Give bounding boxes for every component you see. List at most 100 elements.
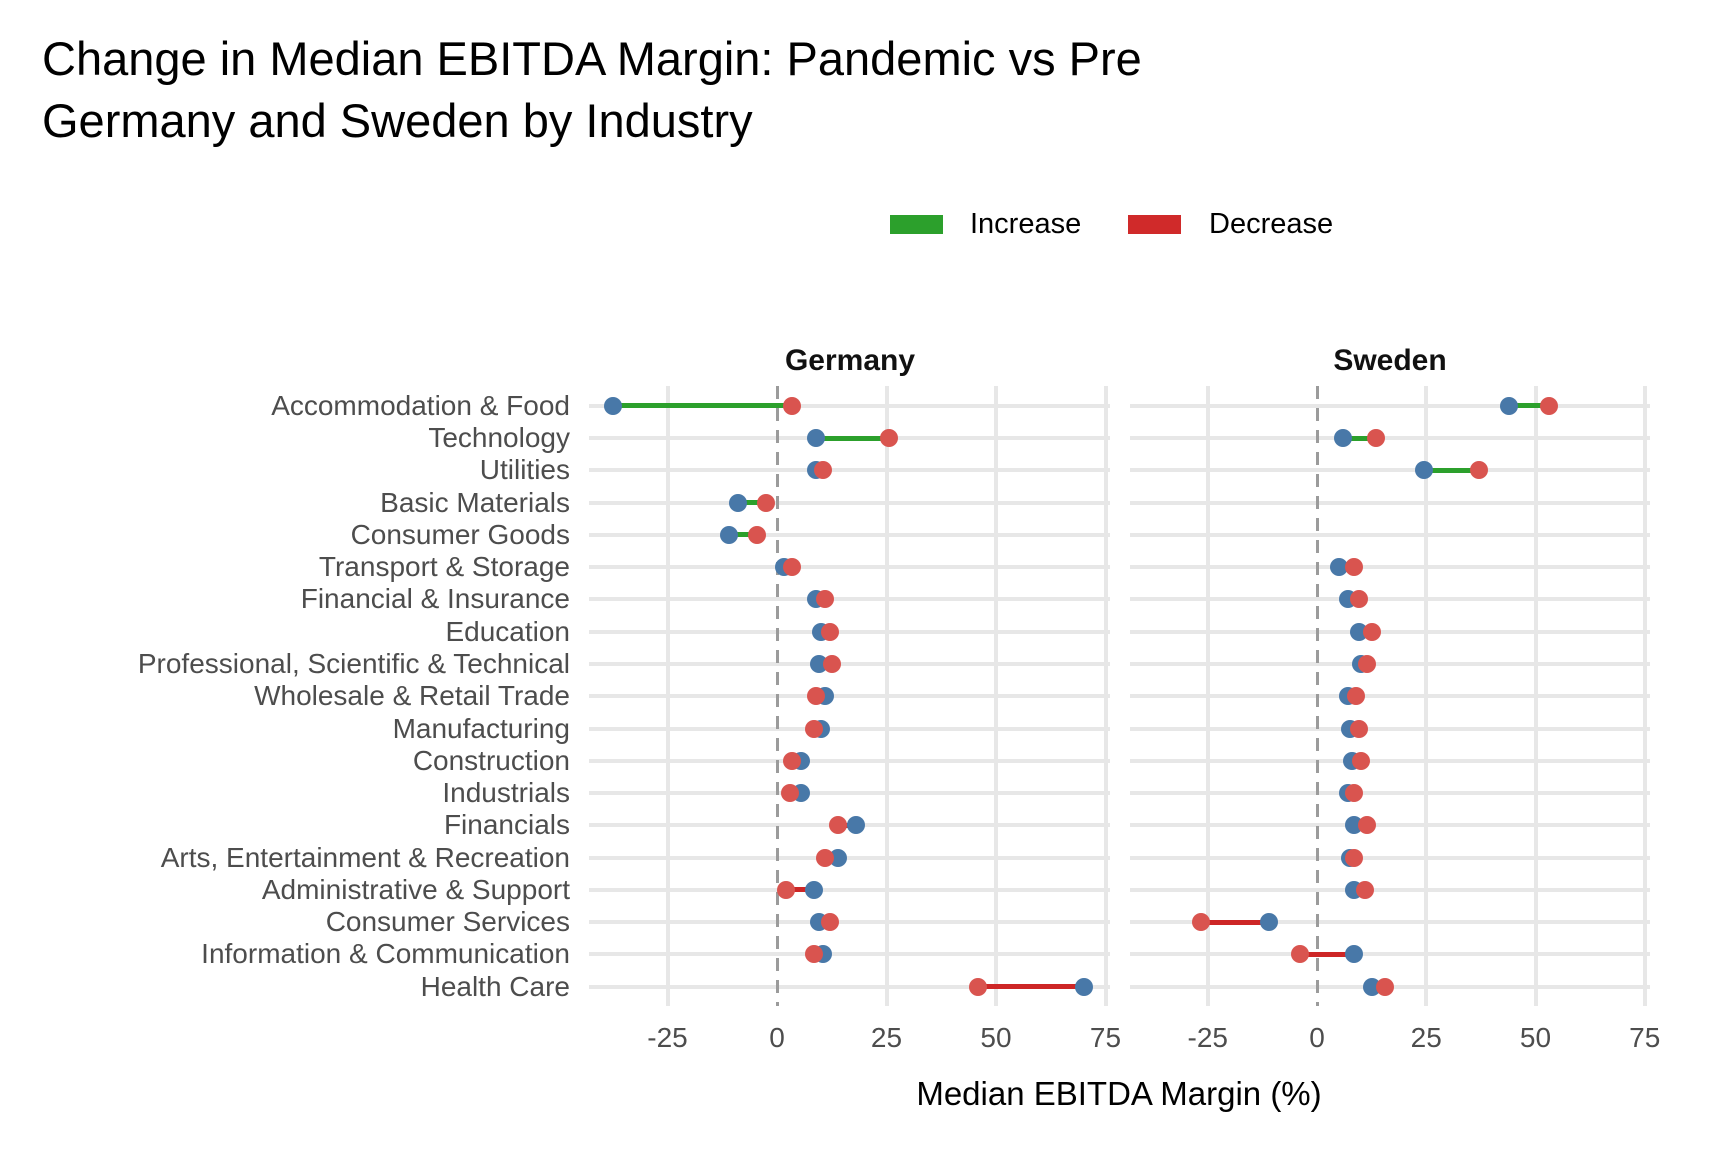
pandemic-dot: [783, 396, 802, 415]
gridline-horizontal: [1130, 758, 1650, 763]
gridline-horizontal: [589, 468, 1110, 473]
zero-reference-line: [775, 386, 779, 1006]
pandemic-dot: [1351, 751, 1370, 770]
pandemic-dot: [1192, 913, 1211, 932]
pandemic-dot: [1366, 429, 1385, 448]
pre-pandemic-dot: [728, 493, 747, 512]
legend-label-increase: Increase: [970, 208, 1082, 240]
change-segment-increase: [1509, 403, 1549, 409]
pandemic-dot: [1349, 590, 1368, 609]
pandemic-dot: [1345, 784, 1364, 803]
gridline-horizontal: [589, 887, 1110, 892]
change-segment-decrease: [785, 887, 815, 893]
pre-pandemic-dot: [846, 816, 865, 835]
legend-label-decrease: Decrease: [1209, 208, 1334, 240]
gridline-horizontal: [589, 855, 1110, 860]
change-segment-increase: [728, 532, 758, 538]
gridline-horizontal: [1130, 468, 1650, 473]
row-label: Education: [445, 615, 570, 647]
pandemic-dot: [969, 977, 988, 996]
row-label: Manufacturing: [392, 712, 570, 744]
gridline-horizontal: [589, 500, 1110, 505]
row-label: Construction: [412, 744, 570, 776]
pre-pandemic-dot: [1329, 558, 1348, 577]
pandemic-dot: [781, 784, 800, 803]
change-segment-increase: [737, 500, 767, 506]
gridline-horizontal: [589, 532, 1110, 537]
pandemic-dot: [813, 461, 832, 480]
gridline-horizontal: [1130, 920, 1650, 925]
gridline-horizontal: [589, 758, 1110, 763]
gridline-horizontal: [1130, 500, 1650, 505]
legend-swatch-decrease: [1128, 215, 1181, 234]
change-segment-decrease: [1201, 919, 1269, 925]
pandemic-dot: [820, 622, 839, 641]
pandemic-dot: [1290, 945, 1309, 964]
pandemic-dot: [783, 751, 802, 770]
row-label: Health Care: [420, 970, 570, 1002]
row-label: Accommodation & Food: [271, 389, 570, 421]
gridline-horizontal: [1130, 791, 1650, 796]
gridline-horizontal: [1130, 629, 1650, 634]
gridline-horizontal: [589, 984, 1110, 989]
pandemic-dot: [1469, 461, 1488, 480]
gridline-horizontal: [1130, 952, 1650, 957]
pandemic-dot: [1347, 687, 1366, 706]
x-tick-label: 25: [1410, 1022, 1442, 1053]
pre-pandemic-dot: [1415, 461, 1434, 480]
gridline-vertical: [884, 386, 889, 1006]
gridline-vertical: [665, 386, 670, 1006]
change-segment-decrease: [1299, 951, 1355, 957]
pandemic-dot: [1356, 880, 1375, 899]
gridline-vertical: [1642, 386, 1647, 1006]
chart-title-line2: Germany and Sweden by Industry: [42, 94, 753, 147]
pandemic-dot: [783, 558, 802, 577]
gridline-vertical: [1103, 386, 1108, 1006]
pre-pandemic-dot: [1345, 945, 1364, 964]
pandemic-dot: [1358, 816, 1377, 835]
gridline-vertical: [1424, 386, 1429, 1006]
x-tick-label: -25: [1187, 1022, 1228, 1053]
x-tick-label: 0: [1309, 1022, 1325, 1053]
x-axis-title: Median EBITDA Margin (%): [916, 1075, 1322, 1112]
facet-label-germany: Germany: [784, 344, 916, 377]
chart-title: Change in Median EBITDA Margin: Pandemic…: [42, 28, 1142, 152]
gridline-vertical: [994, 386, 998, 1006]
pre-pandemic-dot: [1259, 913, 1278, 932]
pandemic-dot: [1345, 848, 1364, 867]
pre-pandemic-dot: [603, 396, 622, 415]
pre-pandemic-dot: [719, 525, 738, 544]
row-label: Wholesale & Retail Trade: [254, 680, 570, 712]
gridline-horizontal: [589, 952, 1110, 957]
gridline-horizontal: [1130, 403, 1650, 408]
x-tick-label: 75: [1629, 1022, 1661, 1053]
x-tick-label: 25: [870, 1022, 903, 1053]
row-label: Industrials: [442, 777, 570, 809]
gridline-horizontal: [1130, 532, 1650, 537]
x-tick-label: 0: [769, 1022, 785, 1053]
pandemic-dot: [822, 654, 841, 673]
pandemic-dot: [820, 913, 839, 932]
pandemic-dot: [757, 493, 776, 512]
row-label: Consumer Goods: [350, 518, 570, 550]
x-tick-label: 75: [1089, 1022, 1122, 1053]
facet-label-sweden: Sweden: [1333, 344, 1447, 377]
x-tick-label: -25: [647, 1022, 688, 1053]
pandemic-dot: [1539, 396, 1558, 415]
gridline-horizontal: [589, 597, 1110, 602]
pandemic-dot: [748, 525, 767, 544]
pandemic-dot: [1349, 719, 1368, 738]
pre-pandemic-dot: [1500, 396, 1519, 415]
pandemic-dot: [829, 816, 848, 835]
pre-pandemic-dot: [807, 429, 826, 448]
gridline-horizontal: [1130, 855, 1650, 860]
pandemic-dot: [1375, 977, 1394, 996]
gridline-horizontal: [589, 726, 1110, 731]
pandemic-dot: [816, 848, 835, 867]
change-segment-increase: [612, 403, 793, 409]
gridline-horizontal: [1130, 436, 1650, 441]
row-label: Professional, Scientific & Technical: [137, 647, 570, 679]
pandemic-dot: [1358, 654, 1377, 673]
gridline-horizontal: [589, 565, 1110, 570]
